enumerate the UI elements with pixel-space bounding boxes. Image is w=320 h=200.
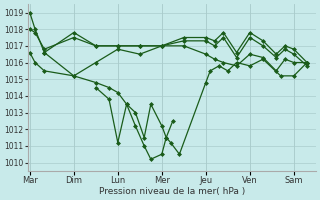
X-axis label: Pression niveau de la mer( hPa ): Pression niveau de la mer( hPa ): [99, 187, 245, 196]
